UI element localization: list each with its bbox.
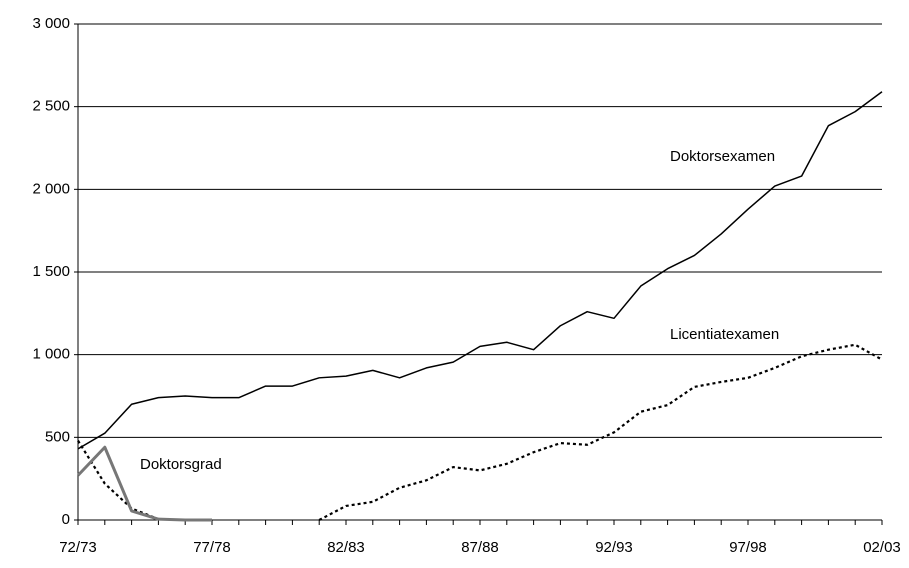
- series-label: Licentiatexamen: [670, 326, 779, 343]
- y-tick-label: 1 500: [32, 263, 70, 280]
- x-tick-label: 87/88: [461, 539, 499, 556]
- y-tick-label: 1 000: [32, 346, 70, 363]
- series-label: Doktorsgrad: [140, 456, 222, 473]
- y-tick-label: 0: [62, 511, 70, 528]
- x-tick-label: 82/83: [327, 539, 365, 556]
- series-line: [76, 445, 212, 522]
- series-line: [77, 343, 883, 521]
- x-tick-label: 02/03: [863, 539, 901, 556]
- series-label: Doktorsexamen: [670, 148, 775, 165]
- y-tick-label: 2 000: [32, 180, 70, 197]
- y-tick-label: 500: [45, 428, 70, 445]
- y-tick-label: 3 000: [32, 15, 70, 32]
- series-line: [77, 91, 883, 450]
- x-tick-label: 97/98: [729, 539, 767, 556]
- x-tick-label: 77/78: [193, 539, 231, 556]
- x-tick-label: 92/93: [595, 539, 633, 556]
- x-tick-label: 72/73: [59, 539, 97, 556]
- y-tick-label: 2 500: [32, 98, 70, 115]
